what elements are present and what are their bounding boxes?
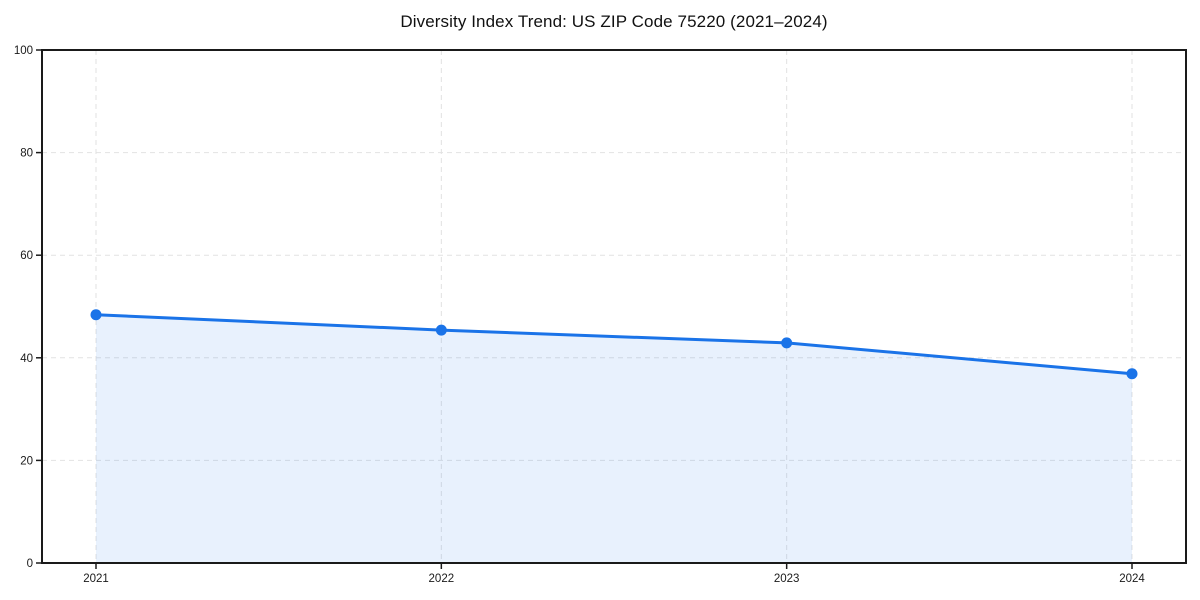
y-tick-label: 100	[14, 45, 33, 57]
data-point	[1126, 368, 1138, 380]
x-tick-label: 2023	[774, 573, 800, 585]
y-tick-label: 80	[20, 148, 33, 160]
y-tick-label: 0	[27, 558, 33, 570]
chart-title: Diversity Index Trend: US ZIP Code 75220…	[400, 12, 828, 31]
trend-line	[94, 313, 1134, 376]
y-tick-label: 20	[20, 455, 33, 467]
x-tick-label: 2024	[1119, 573, 1145, 585]
y-tick-label: 40	[20, 353, 33, 365]
area-fill	[96, 314, 1132, 563]
data-point	[90, 309, 102, 321]
plot-border	[41, 49, 1187, 564]
data-point	[435, 324, 447, 336]
x-tick-label: 2022	[429, 573, 455, 585]
data-point	[781, 337, 793, 349]
y-tick-label: 60	[20, 250, 33, 262]
x-tick-label: 2021	[83, 573, 109, 585]
